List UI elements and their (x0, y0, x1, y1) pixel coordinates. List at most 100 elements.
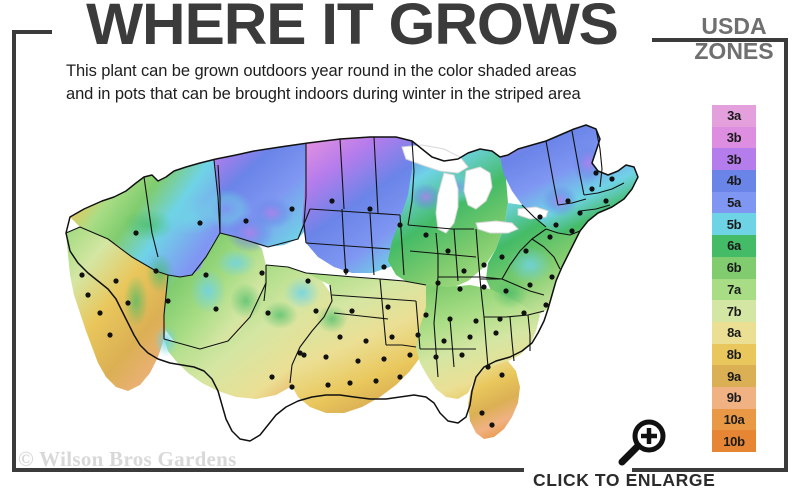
legend-zone-label: 5a (727, 195, 741, 211)
city-dot (373, 378, 379, 384)
city-dot (589, 186, 595, 192)
legend-zone-label: 9a (727, 368, 741, 384)
legend-zone-label: 3b (726, 130, 742, 146)
city-dot (481, 262, 487, 268)
city-dot (459, 352, 465, 358)
legend-heading-line-1: USDA (701, 13, 767, 39)
usda-hardiness-zone-map[interactable] (40, 105, 660, 455)
city-dot (543, 302, 549, 308)
city-dot (389, 334, 395, 340)
city-dot (289, 384, 295, 390)
city-dot (79, 272, 85, 278)
city-dot (343, 268, 349, 274)
legend-zone-5b-5: 5b (712, 213, 756, 236)
city-dot (499, 372, 505, 378)
state-boundaries (65, 128, 625, 384)
legend-zone-label: 6b (726, 260, 742, 276)
city-dot (337, 334, 343, 340)
watermark-copyright: © Wilson Bros Gardens (18, 447, 237, 471)
region-northern-plains (302, 137, 418, 273)
city-dot (165, 298, 171, 304)
legend-zone-10b-15: 10b (712, 430, 756, 452)
legend-zone-label: 7a (727, 281, 741, 297)
frame-border-top-right (652, 38, 788, 42)
city-dot (441, 338, 447, 344)
legend-zone-3b-2: 3b (712, 148, 756, 171)
city-dot (265, 310, 271, 316)
city-dot (497, 316, 503, 322)
legend-zone-label: 8a (727, 325, 741, 341)
city-dot (447, 316, 453, 322)
city-dot (503, 288, 509, 294)
city-dot (473, 318, 479, 324)
city-dot (523, 248, 529, 254)
legend-zone-label: 5b (726, 216, 742, 232)
city-dot (297, 350, 303, 356)
legend-zone-7a-8: 7a (712, 278, 756, 301)
city-dot (435, 280, 441, 286)
legend-zone-8b-11: 8b (712, 343, 756, 366)
city-dot (113, 278, 119, 284)
legend-heading-line-2: ZONES (694, 37, 774, 64)
legend-zone-label: 9b (726, 390, 742, 406)
city-dot (565, 198, 571, 204)
city-dot (125, 300, 131, 306)
city-dot (481, 284, 487, 290)
city-dot (397, 222, 403, 228)
region-southeast (416, 285, 540, 399)
city-dot (549, 274, 555, 280)
description-text: This plant can be grown outdoors year ro… (66, 60, 626, 107)
city-dot (609, 176, 615, 182)
usda-zone-legend: 3a 3b 3b 4b 5a 5b 6a 6b 7a 7b 8a 8b 9a 9b 10a 10b (712, 105, 756, 452)
frame-border-left (12, 30, 16, 472)
city-dot (355, 358, 361, 364)
city-dot (499, 254, 505, 260)
city-dot (397, 374, 403, 380)
legend-zone-3a-0: 3a (712, 105, 756, 127)
city-dot (133, 230, 139, 236)
city-dot (259, 270, 265, 276)
city-dot (363, 338, 369, 344)
city-dot (433, 354, 439, 360)
map-elevation-mottling (122, 141, 604, 357)
city-dot (577, 210, 583, 216)
city-dot (493, 330, 499, 336)
city-dot (547, 234, 553, 240)
city-dot (407, 352, 413, 358)
city-dot (485, 364, 491, 370)
legend-zone-label: 8b (726, 346, 742, 362)
legend-zone-7b-9: 7b (712, 300, 756, 322)
city-dot (489, 422, 495, 428)
legend-zone-label: 6a (727, 238, 741, 254)
legend-zone-label: 4b (726, 173, 742, 189)
city-dot (367, 206, 373, 212)
city-dot (467, 334, 473, 340)
city-dot (323, 354, 329, 360)
city-dot (381, 264, 387, 270)
map-svg[interactable] (40, 105, 660, 455)
legend-zone-label: 3b (726, 151, 742, 167)
city-dot (445, 248, 451, 254)
legend-zone-6a-6: 6a (712, 235, 756, 257)
lake-huron (463, 166, 493, 210)
city-dot (347, 380, 353, 386)
magnifier-zoom-icon[interactable] (616, 416, 672, 468)
city-dot (243, 218, 249, 224)
legend-zone-6b-7: 6b (712, 256, 756, 279)
city-dot (197, 220, 203, 226)
city-dot (349, 308, 355, 314)
city-dot (305, 278, 311, 284)
description-line-2: and in pots that can be brought indoors … (66, 85, 581, 104)
click-to-enlarge-label[interactable]: CLICK TO ENLARGE (533, 470, 716, 490)
frame-border-bottom-left (12, 468, 524, 472)
city-dot (593, 170, 599, 176)
city-dot (301, 352, 307, 358)
magnifier-svg[interactable] (616, 416, 672, 468)
city-dot (527, 282, 533, 288)
description-line-1: This plant can be grown outdoors year ro… (66, 62, 577, 80)
city-dot (203, 272, 209, 278)
city-dot (85, 292, 91, 298)
legend-heading: USDA ZONES (676, 14, 792, 64)
city-dot (457, 286, 463, 292)
legend-zone-5a-4: 5a (712, 191, 756, 214)
